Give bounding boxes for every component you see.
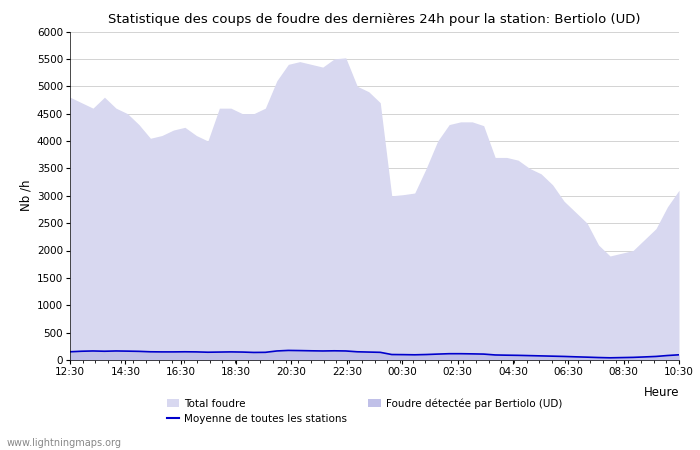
Text: www.lightningmaps.org: www.lightningmaps.org (7, 438, 122, 448)
Legend: Total foudre, Moyenne de toutes les stations, Foudre détectée par Bertiolo (UD): Total foudre, Moyenne de toutes les stat… (167, 398, 562, 424)
Text: Heure: Heure (643, 386, 679, 399)
Y-axis label: Nb /h: Nb /h (20, 180, 33, 211)
Title: Statistique des coups de foudre des dernières 24h pour la station: Bertiolo (UD): Statistique des coups de foudre des dern… (108, 13, 640, 26)
